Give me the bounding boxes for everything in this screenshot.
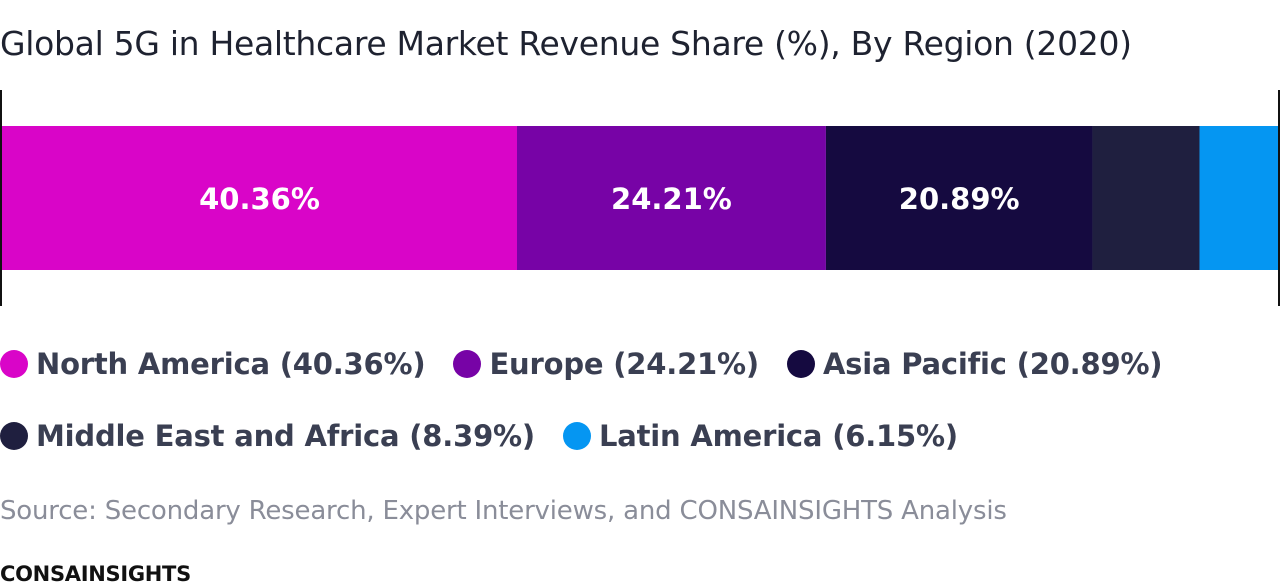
- legend-label: Latin America (6.15%): [598, 419, 958, 453]
- legend-label: Middle East and Africa (8.39%): [36, 419, 535, 453]
- legend-swatch: [0, 350, 28, 378]
- legend-row: North America (40.36%) Europe (24.21%) A…: [0, 338, 1280, 390]
- brand-logo-text: CONSAINSIGHTS: [0, 562, 191, 584]
- legend-row: Middle East and Africa (8.39%) Latin Ame…: [0, 410, 1280, 462]
- bar-segment-asia-pacific: [825, 126, 1093, 270]
- legend-swatch: [453, 350, 482, 378]
- bar-segment-latin-america: [1199, 126, 1278, 270]
- data-label-north-america: 40.36%: [199, 182, 320, 216]
- data-label-europe: 24.21%: [611, 182, 732, 216]
- bar-segment-europe: [516, 126, 826, 270]
- source-note: Source: Secondary Research, Expert Inter…: [0, 496, 1007, 526]
- chart-legend: North America (40.36%) Europe (24.21%) A…: [0, 338, 1280, 482]
- legend-item-north-america: North America (40.36%): [0, 347, 426, 381]
- legend-swatch: [562, 422, 591, 450]
- bar-segment-north-america: [2, 126, 517, 270]
- legend-item-middle-east-and-africa: Middle East and Africa (8.39%): [0, 419, 535, 453]
- chart-title: Global 5G in Healthcare Market Revenue S…: [0, 24, 1132, 63]
- chart-plot-area: 40.36% 24.21% 20.89%: [0, 90, 1280, 306]
- legend-label: Asia Pacific (20.89%): [822, 347, 1163, 381]
- legend-item-europe: Europe (24.21%): [453, 347, 759, 381]
- legend-item-latin-america: Latin America (6.15%): [562, 419, 958, 453]
- data-label-asia-pacific: 20.89%: [899, 182, 1020, 216]
- legend-item-asia-pacific: Asia Pacific (20.89%): [786, 347, 1163, 381]
- legend-label: Europe (24.21%): [489, 347, 759, 381]
- stacked-bar-chart: 40.36% 24.21% 20.89%: [0, 90, 1280, 306]
- bar-segment-middle-east-and-africa: [1092, 126, 1200, 270]
- legend-swatch: [786, 350, 815, 378]
- legend-swatch: [0, 422, 28, 450]
- legend-label: North America (40.36%): [36, 347, 426, 381]
